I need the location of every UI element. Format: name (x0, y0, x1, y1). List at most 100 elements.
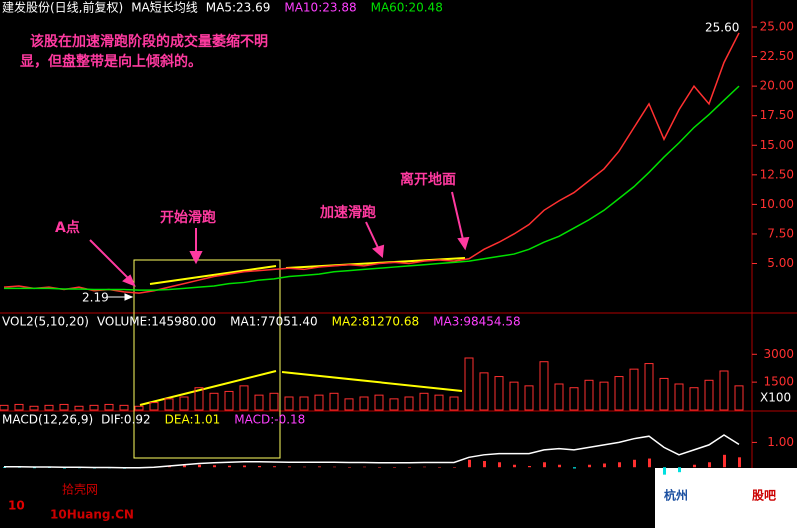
volume-bar (584, 379, 594, 411)
arrows (89, 191, 470, 287)
volume-bar (224, 390, 234, 411)
macd-bar (318, 466, 321, 468)
price-line (4, 85, 740, 291)
macd-bar (513, 464, 516, 468)
macd-bar (498, 462, 501, 468)
volume-bar (674, 383, 684, 411)
y-tick-label: 15.00 (760, 138, 794, 152)
volume-bar (0, 404, 9, 411)
y-tick-label: 5.00 (767, 256, 794, 270)
volume-bar (524, 385, 534, 411)
volume-bar (509, 381, 519, 411)
macd-bar (333, 466, 336, 468)
macd-bar (663, 467, 666, 475)
watermark: 股吧 (752, 488, 776, 503)
volume-bar (734, 385, 744, 411)
macd-bar (678, 467, 681, 473)
macd-bar (363, 466, 366, 468)
y-tick-label: 20.00 (760, 79, 794, 93)
volume-bar (629, 368, 639, 411)
volume-bar (284, 396, 294, 411)
volume-bar (659, 377, 669, 411)
annotation: 加速滑跑 (319, 204, 376, 221)
legend-entry: MA3:98454.58 (433, 315, 521, 329)
macd-bar (243, 465, 246, 468)
volume-bar (14, 403, 24, 411)
legend-entry: MA2:81270.68 (332, 315, 420, 329)
volume-bar (269, 392, 279, 411)
legend-entry: MA10:23.88 (284, 1, 356, 15)
volume-bar (74, 405, 84, 411)
macd-bar (633, 459, 636, 468)
macd-bar (198, 464, 201, 468)
legend-entry: DEA:1.01 (165, 413, 221, 427)
volume-bar (209, 392, 219, 411)
macd-bar (303, 466, 306, 468)
volume-bar (179, 396, 189, 411)
macd-bar (213, 465, 216, 468)
y-tick-label: 17.50 (760, 108, 794, 122)
price-line (3, 32, 740, 294)
volume-bar (479, 372, 489, 411)
macd-bar (738, 457, 741, 468)
y-tick-label: 22.50 (760, 49, 794, 63)
macd-bar (483, 461, 486, 468)
legend-entry: MACD:-0.18 (234, 413, 305, 427)
volume-bar (404, 396, 414, 411)
volume-bar (299, 396, 309, 411)
y-tick-label: 3000 (763, 347, 794, 361)
volume-bar (419, 392, 429, 411)
y-tick-label: 10.00 (760, 197, 794, 211)
volume-bar (599, 381, 609, 411)
macd-bar (648, 458, 651, 468)
header-text: MACD(12,26,9) (2, 413, 93, 427)
macd-bar (693, 464, 696, 468)
unit-label: X100 (760, 391, 791, 405)
macd-bar (468, 459, 471, 468)
legend-entry: MA5:23.69 (206, 1, 271, 15)
volume-bar (104, 403, 114, 411)
header-text: 建发股份(日线,前复权) (2, 0, 123, 15)
volume-bar (464, 357, 474, 411)
volume-bar (689, 387, 699, 411)
volume-bar (644, 363, 654, 411)
volume-bar (134, 405, 144, 411)
macd-bar (723, 454, 726, 468)
legend-entry: DIF:0.92 (101, 413, 151, 427)
legend-entry: VOLUME:145980.00 (97, 315, 216, 329)
macd-bar (378, 466, 381, 468)
y-tick-label: 12.50 (760, 167, 794, 181)
macd-bar (3, 467, 6, 468)
volume-bar (434, 394, 444, 411)
y-tick-label: 7.50 (767, 226, 794, 240)
volume-bar (719, 370, 729, 411)
annotation: 显，但盘整带是向上倾斜的。 (20, 53, 202, 70)
volume-bar (194, 387, 204, 411)
macd-bar (273, 466, 276, 468)
volume-bar (59, 403, 69, 411)
dif-line (4, 434, 740, 469)
macd-bar (348, 466, 351, 468)
volume-bar (314, 394, 324, 411)
volume-bar (89, 404, 99, 411)
trend-lines (139, 257, 466, 406)
watermark: 10 (8, 499, 25, 513)
legend-entry: MA60:20.48 (371, 1, 443, 15)
macd-bar (708, 462, 711, 468)
volume-bar (329, 392, 339, 411)
volume-bar (239, 385, 249, 411)
volume-bar (389, 398, 399, 411)
low-arrow (108, 293, 134, 301)
logo-box (655, 468, 797, 528)
macd-bar (288, 466, 291, 468)
macd-bar (453, 467, 456, 468)
volume-bar (449, 396, 459, 411)
volume-bar (539, 361, 549, 411)
header-text: VOL2(5,10,20) (2, 315, 89, 329)
y-tick-label: 25.00 (760, 20, 794, 34)
macd-bar (528, 465, 531, 468)
macd-bar (618, 462, 621, 468)
macd-bar (183, 465, 186, 468)
volume-bar (29, 405, 39, 411)
